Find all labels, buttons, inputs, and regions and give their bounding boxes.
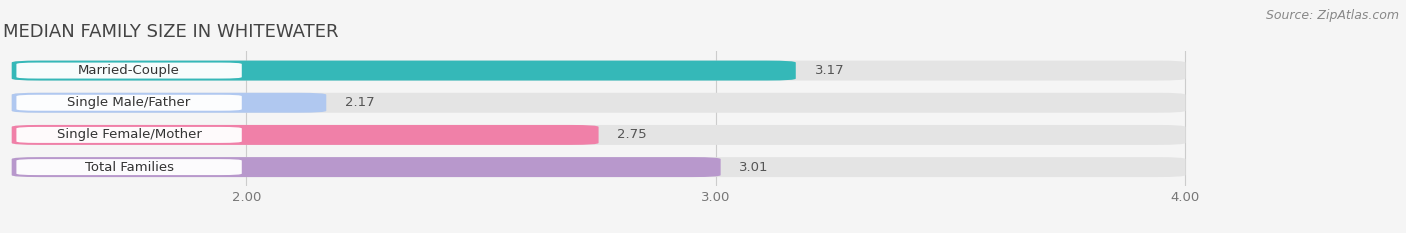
FancyBboxPatch shape: [17, 95, 242, 111]
FancyBboxPatch shape: [11, 61, 1185, 81]
Text: 3.17: 3.17: [814, 64, 844, 77]
FancyBboxPatch shape: [17, 63, 242, 79]
Text: 3.01: 3.01: [740, 161, 769, 174]
FancyBboxPatch shape: [17, 159, 242, 175]
Text: Single Female/Mother: Single Female/Mother: [56, 128, 201, 141]
Text: 2.75: 2.75: [617, 128, 647, 141]
Text: 2.17: 2.17: [344, 96, 374, 109]
FancyBboxPatch shape: [11, 61, 796, 81]
FancyBboxPatch shape: [11, 125, 599, 145]
Text: Single Male/Father: Single Male/Father: [67, 96, 191, 109]
Text: Total Families: Total Families: [84, 161, 173, 174]
FancyBboxPatch shape: [17, 127, 242, 143]
FancyBboxPatch shape: [11, 125, 1185, 145]
FancyBboxPatch shape: [11, 93, 1185, 113]
Text: Source: ZipAtlas.com: Source: ZipAtlas.com: [1265, 9, 1399, 22]
Text: MEDIAN FAMILY SIZE IN WHITEWATER: MEDIAN FAMILY SIZE IN WHITEWATER: [3, 23, 339, 41]
FancyBboxPatch shape: [11, 93, 326, 113]
Text: Married-Couple: Married-Couple: [79, 64, 180, 77]
FancyBboxPatch shape: [11, 157, 721, 177]
FancyBboxPatch shape: [11, 157, 1185, 177]
